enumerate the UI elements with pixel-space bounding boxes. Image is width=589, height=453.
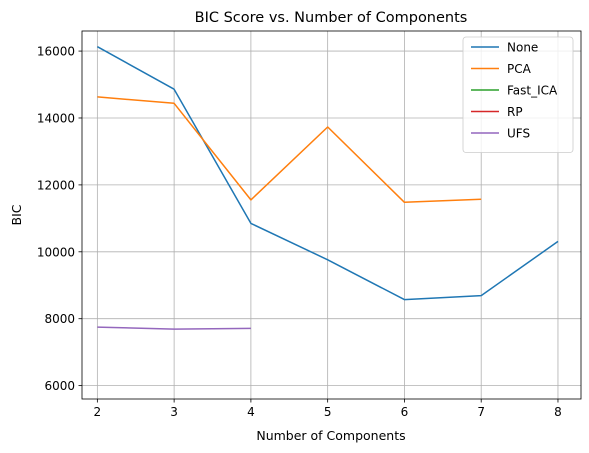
legend-label: UFS	[507, 127, 530, 141]
chart-title: BIC Score vs. Number of Components	[195, 10, 468, 26]
y-axis-label: BIC	[9, 204, 24, 225]
x-tick-label: 7	[477, 405, 485, 419]
legend: None PCA Fast_ICA RP UFS	[462, 36, 574, 153]
y-tick-label: 16000	[37, 45, 75, 59]
plot-frame	[81, 30, 582, 400]
y-tick-label: 12000	[37, 178, 75, 192]
legend-label: Fast_ICA	[507, 84, 558, 98]
y-tick-label: 10000	[37, 245, 75, 259]
series-line-ufs	[97, 326, 251, 330]
x-tick-label: 6	[401, 405, 409, 419]
series-line-none	[97, 46, 559, 301]
x-axis-label: Number of Components	[256, 428, 405, 443]
y-tick-label: 8000	[44, 312, 75, 326]
legend-label: RP	[507, 105, 523, 119]
x-tick-label: 2	[94, 405, 102, 419]
y-tick-label: 6000	[44, 379, 75, 393]
legend-label: PCA	[507, 62, 532, 76]
x-tick-label: 3	[170, 405, 178, 419]
axis-ticks: 2 3 4 5 6 7 8 6000 8000 10000 12000 14000 16000	[37, 45, 562, 419]
series-lines	[97, 46, 559, 330]
y-tick-label: 14000	[37, 111, 75, 125]
series-line-pca	[97, 96, 482, 204]
x-tick-label: 4	[247, 405, 255, 419]
x-tick-label: 8	[554, 405, 562, 419]
legend-label: None	[507, 41, 538, 55]
x-tick-label: 5	[324, 405, 332, 419]
legend-frame	[462, 36, 574, 153]
